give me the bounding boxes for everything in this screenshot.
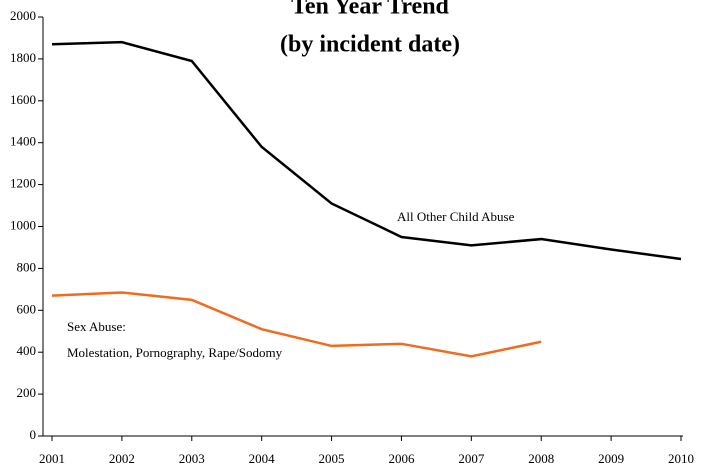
x-tick-label: 2002 — [109, 451, 135, 466]
annotation: All Other Child Abuse — [397, 209, 515, 224]
y-tick-label: 1800 — [10, 50, 36, 65]
x-tick-label: 2008 — [528, 451, 554, 466]
chart-subtitle: (by incident date) — [280, 32, 460, 58]
annotation: Molestation, Pornography, Rape/Sodomy — [67, 345, 283, 360]
y-tick-label: 600 — [17, 301, 37, 316]
x-tick-label: 2001 — [39, 451, 65, 466]
x-tick-label: 2005 — [319, 451, 345, 466]
y-tick-label: 1400 — [10, 134, 36, 149]
y-tick-label: 1200 — [10, 176, 36, 191]
y-tick-label: 800 — [17, 259, 37, 274]
annotation: Sex Abuse: — [67, 319, 126, 334]
series-line — [51, 40, 682, 261]
x-tick-label: 2004 — [249, 451, 276, 466]
y-tick-label: 0 — [30, 427, 37, 442]
x-tick-label: 2006 — [388, 451, 415, 466]
x-tick-label: 2007 — [458, 451, 485, 466]
y-tick-label: 1600 — [10, 92, 36, 107]
y-tick-label: 200 — [17, 385, 37, 400]
chart-title: Ten Year Trend — [291, 0, 449, 20]
y-tick-label: 2000 — [10, 8, 36, 23]
x-tick-label: 2010 — [668, 451, 694, 466]
x-tick-label: 2003 — [179, 451, 205, 466]
y-tick-label: 400 — [17, 343, 37, 358]
y-tick-label: 1000 — [10, 217, 36, 232]
x-tick-label: 2009 — [598, 451, 624, 466]
series-line — [51, 291, 542, 358]
